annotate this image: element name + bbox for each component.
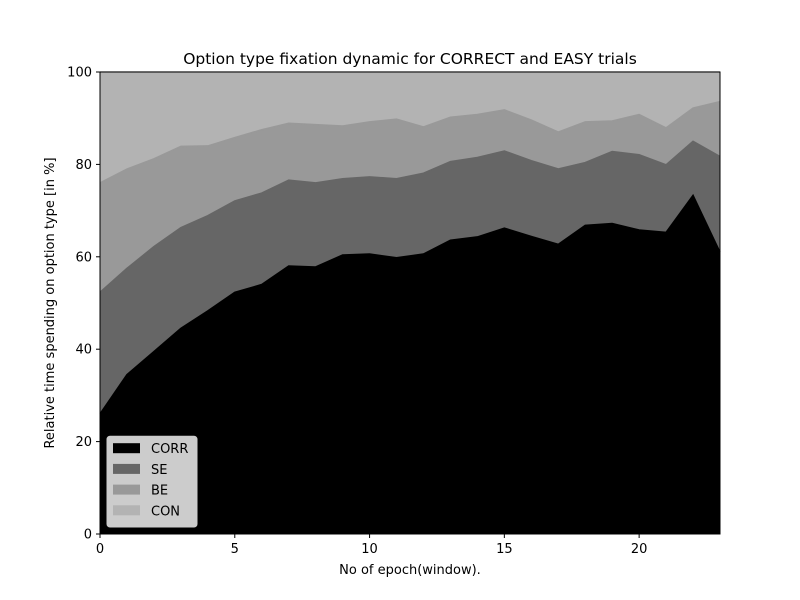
areas-layer xyxy=(100,72,720,534)
legend: CORR SE BE CON xyxy=(106,435,198,528)
x-axis: 0 5 10 15 20 xyxy=(96,534,648,557)
x-tick-label: 20 xyxy=(631,542,648,557)
legend-label-be: BE xyxy=(151,484,168,499)
x-tick-label: 5 xyxy=(231,542,239,557)
x-tick-label: 10 xyxy=(361,542,378,557)
y-tick-label: 0 xyxy=(84,528,92,543)
area-be xyxy=(100,101,720,293)
x-tick-label: 15 xyxy=(496,542,513,557)
chart-title: Option type fixation dynamic for CORRECT… xyxy=(183,50,637,68)
y-tick-label: 20 xyxy=(75,435,92,450)
legend-label-se: SE xyxy=(151,463,167,478)
x-axis-label: No of epoch(window). xyxy=(339,563,481,578)
legend-swatch-se xyxy=(113,463,140,474)
line-se xyxy=(99,140,721,293)
y-axis: 0 20 40 60 80 100 xyxy=(67,66,100,543)
y-tick-label: 80 xyxy=(75,158,92,173)
legend-swatch-corr xyxy=(113,443,140,454)
legend-frame xyxy=(106,435,198,528)
legend-swatch-con xyxy=(113,505,140,516)
legend-label-con: CON xyxy=(151,504,180,519)
area-con xyxy=(100,72,720,183)
x-tick-label: 0 xyxy=(96,542,104,557)
y-axis-label: Relative time spending on option type [i… xyxy=(43,157,58,448)
area-corr xyxy=(100,195,720,534)
line-be xyxy=(99,100,721,184)
y-tick-label: 40 xyxy=(75,343,92,358)
legend-label-corr: CORR xyxy=(151,442,188,457)
plot-frame xyxy=(99,71,721,535)
legend-swatch-be xyxy=(113,484,140,495)
line-corr xyxy=(99,193,721,415)
area-se xyxy=(100,141,720,414)
y-tick-label: 100 xyxy=(67,66,92,81)
y-tick-label: 60 xyxy=(75,250,92,265)
